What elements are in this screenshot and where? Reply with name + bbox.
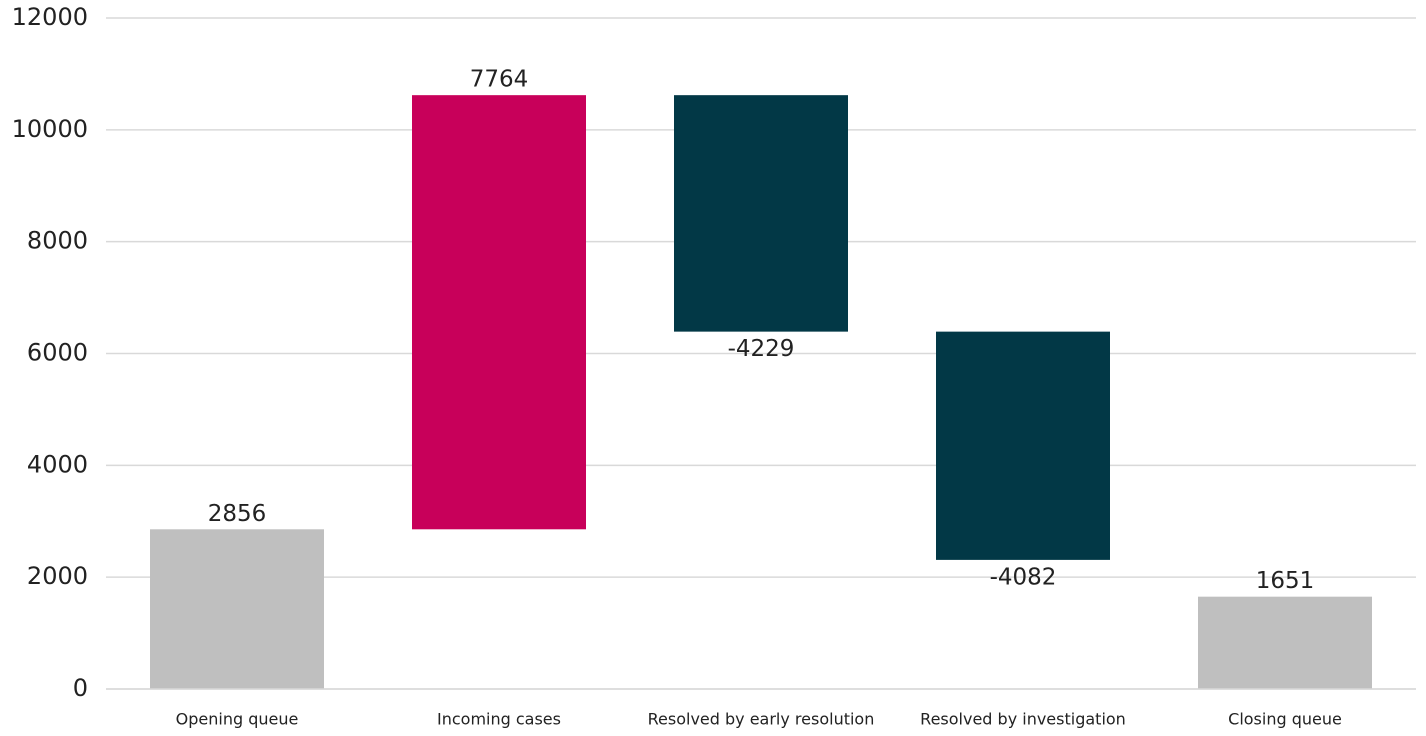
- bar: [150, 529, 324, 689]
- y-tick-label: 6000: [27, 339, 88, 367]
- y-tick-label: 4000: [27, 450, 88, 478]
- y-tick-label: 0: [73, 674, 88, 702]
- data-label: 1651: [1256, 568, 1315, 594]
- bar: [1198, 596, 1372, 689]
- y-tick-label: 8000: [27, 227, 88, 255]
- y-tick-label: 12000: [12, 3, 88, 31]
- data-label: 7764: [470, 67, 529, 93]
- x-tick-label: Resolved by investigation: [920, 710, 1126, 729]
- x-tick-label: Closing queue: [1228, 710, 1342, 729]
- data-label: -4082: [990, 564, 1057, 590]
- data-label: 2856: [208, 501, 267, 527]
- bar: [674, 95, 848, 332]
- data-label: -4229: [728, 336, 795, 362]
- y-tick-label: 2000: [27, 562, 88, 590]
- bar: [936, 331, 1110, 560]
- x-tick-label: Incoming cases: [437, 710, 561, 729]
- x-tick-label: Resolved by early resolution: [648, 710, 875, 729]
- bar: [412, 95, 586, 530]
- x-tick-label: Opening queue: [176, 710, 299, 729]
- y-tick-label: 10000: [12, 115, 88, 143]
